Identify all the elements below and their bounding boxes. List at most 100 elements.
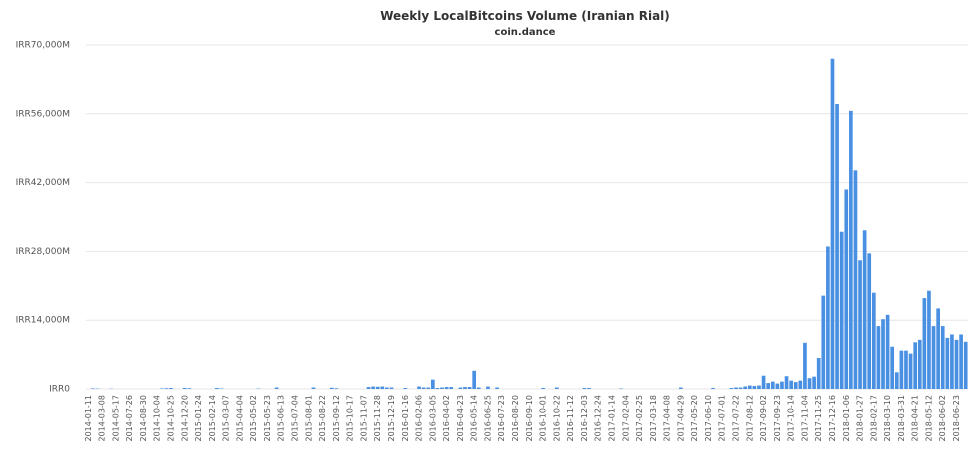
bar <box>752 386 757 389</box>
x-tick-label: 2015-11-07 <box>359 395 368 442</box>
bar <box>371 386 375 389</box>
x-tick-label: 2017-10-14 <box>787 395 796 442</box>
bar <box>908 353 913 389</box>
x-tick-label: 2017-04-29 <box>676 395 685 442</box>
bar <box>849 110 853 389</box>
bar <box>770 381 775 389</box>
bar <box>950 334 954 389</box>
bar <box>839 231 844 389</box>
bar <box>495 387 499 389</box>
bar <box>871 292 876 389</box>
bar <box>853 170 858 389</box>
bar <box>784 376 789 389</box>
x-tick-label: 2015-05-23 <box>263 395 272 442</box>
bar <box>835 103 839 389</box>
x-tick-label: 2017-02-25 <box>635 395 644 442</box>
x-tick-label: 2016-09-10 <box>525 395 534 442</box>
bar <box>761 375 766 389</box>
bar <box>169 388 173 389</box>
x-tick-label: 2018-05-12 <box>924 395 933 442</box>
y-tick-label: IRR28,000M <box>16 247 70 257</box>
bar <box>894 372 899 389</box>
bar <box>417 386 421 389</box>
bar <box>334 388 339 389</box>
x-tick-label: 2016-12-03 <box>580 395 589 442</box>
bar <box>729 388 734 389</box>
bar <box>793 382 798 389</box>
x-tick-label: 2014-01-11 <box>84 395 93 442</box>
chart-subtitle: coin.dance <box>495 27 556 38</box>
bar <box>899 350 904 389</box>
bar <box>582 388 587 389</box>
bar <box>467 387 472 389</box>
x-tick-label: 2015-12-19 <box>387 395 396 442</box>
bar <box>913 342 918 389</box>
x-tick-label: 2014-03-08 <box>98 395 107 442</box>
bar <box>734 387 738 389</box>
x-tick-label: 2016-12-24 <box>594 395 603 442</box>
x-tick-label: 2018-06-23 <box>952 395 961 442</box>
x-tick-label: 2014-10-04 <box>153 395 162 442</box>
x-tick-label: 2016-07-23 <box>497 395 506 442</box>
x-tick-label: 2016-10-01 <box>539 395 548 442</box>
x-tick-label: 2015-06-13 <box>277 395 286 442</box>
x-tick-label: 2016-01-16 <box>401 395 410 442</box>
bar <box>862 230 867 389</box>
x-tick-label: 2017-01-14 <box>607 395 616 442</box>
bar <box>927 290 931 389</box>
bar <box>182 388 187 389</box>
x-tick-label: 2017-05-20 <box>690 395 699 442</box>
bar <box>775 383 780 389</box>
bar <box>486 386 490 389</box>
bar <box>803 342 807 389</box>
x-tick-label: 2017-04-08 <box>663 395 672 442</box>
bar <box>867 253 872 389</box>
x-tick-label: 2017-08-12 <box>745 395 754 442</box>
bar <box>940 326 945 389</box>
x-tick-label: 2016-02-06 <box>415 395 424 442</box>
bar <box>91 388 95 389</box>
bar <box>440 387 444 389</box>
x-tick-label: 2016-04-02 <box>442 395 451 442</box>
x-tick-label: 2014-05-17 <box>111 395 120 442</box>
bar <box>881 319 885 389</box>
y-tick-label: IRR0 <box>49 385 70 395</box>
bar <box>904 350 908 389</box>
x-tick-label: 2018-03-10 <box>883 395 892 442</box>
x-tick-label: 2018-06-02 <box>938 395 947 442</box>
bar <box>215 388 219 389</box>
bar <box>366 387 371 389</box>
y-tick-label: IRR70,000M <box>16 41 70 51</box>
bar <box>757 385 761 389</box>
bar <box>587 388 591 389</box>
y-tick-label: IRR14,000M <box>16 316 70 326</box>
x-tick-label: 2018-01-06 <box>842 395 851 442</box>
bar <box>311 387 316 389</box>
x-tick-label: 2016-11-12 <box>566 395 575 442</box>
bar <box>435 388 440 389</box>
bar <box>945 337 950 389</box>
bar <box>963 341 968 389</box>
bar <box>876 326 881 389</box>
bar <box>890 346 895 389</box>
x-tick-label: 2017-07-22 <box>732 395 741 442</box>
bar <box>885 314 890 389</box>
x-tick-label: 2017-09-23 <box>773 395 782 442</box>
bar <box>826 246 830 389</box>
x-tick-label: 2015-02-14 <box>208 395 217 442</box>
x-tick-label: 2015-08-22 <box>318 395 327 442</box>
x-tick-label: 2017-03-18 <box>649 395 658 442</box>
x-tick-label: 2015-03-07 <box>222 395 231 442</box>
x-tick-label: 2016-05-14 <box>470 395 479 442</box>
x-tick-label: 2015-08-01 <box>304 395 313 442</box>
x-tick-label: 2018-01-27 <box>856 395 865 442</box>
bar <box>375 386 380 389</box>
bar <box>403 388 408 389</box>
x-tick-label: 2018-02-17 <box>869 395 878 442</box>
bar <box>844 189 849 389</box>
x-tick-label: 2017-11-04 <box>800 395 809 442</box>
bar <box>780 381 784 389</box>
x-tick-label: 2015-05-02 <box>249 395 258 442</box>
chart-title: Weekly LocalBitcoins Volume (Iranian Ria… <box>380 9 670 23</box>
